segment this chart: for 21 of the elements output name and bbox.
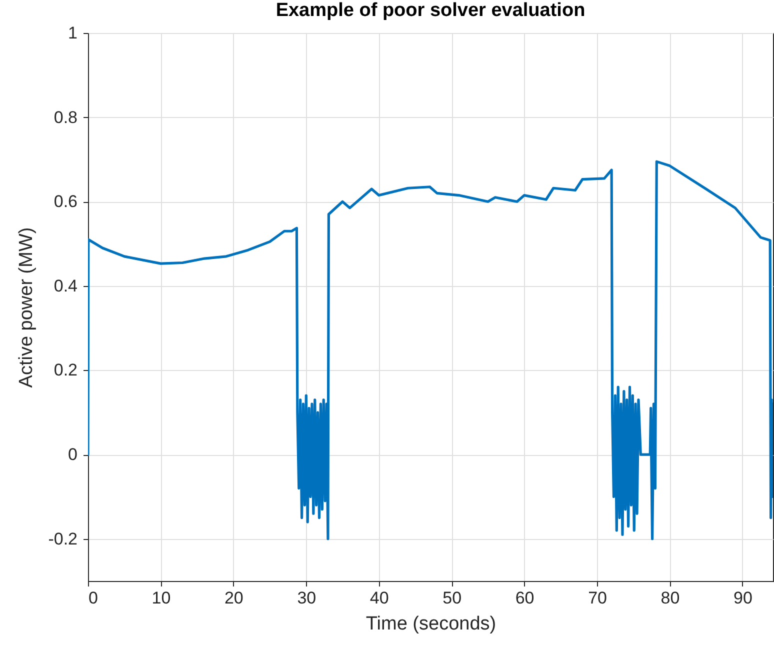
y-tick-label: 0.4 bbox=[54, 276, 78, 296]
line-series bbox=[88, 160, 773, 540]
y-tick-label: 0.2 bbox=[54, 360, 78, 380]
y-tick-label: 0.8 bbox=[54, 108, 78, 127]
x-tick-label: 70 bbox=[588, 588, 607, 608]
y-tick-label: 0 bbox=[68, 445, 78, 464]
y-tick-label: 0.6 bbox=[54, 192, 78, 212]
y-tick-label: -0.2 bbox=[48, 529, 78, 548]
x-axis-title: Time (seconds) bbox=[366, 614, 496, 634]
x-tick-label: 30 bbox=[297, 588, 316, 608]
x-tick-label: 50 bbox=[442, 588, 462, 608]
x-tick-label: 0 bbox=[88, 588, 98, 608]
x-tick-label: 90 bbox=[734, 588, 752, 608]
y-tick-label: 1 bbox=[68, 24, 78, 42]
x-tick-label: 40 bbox=[370, 588, 389, 608]
x-tick-label: 10 bbox=[152, 588, 171, 608]
x-tick-label: 80 bbox=[660, 588, 680, 608]
x-tick-label: 60 bbox=[515, 588, 534, 608]
chart-title: Example of poor solver evaluation bbox=[276, 0, 586, 21]
y-axis-title: Active power (MW) bbox=[16, 227, 38, 388]
x-tick-label: 20 bbox=[224, 588, 244, 608]
